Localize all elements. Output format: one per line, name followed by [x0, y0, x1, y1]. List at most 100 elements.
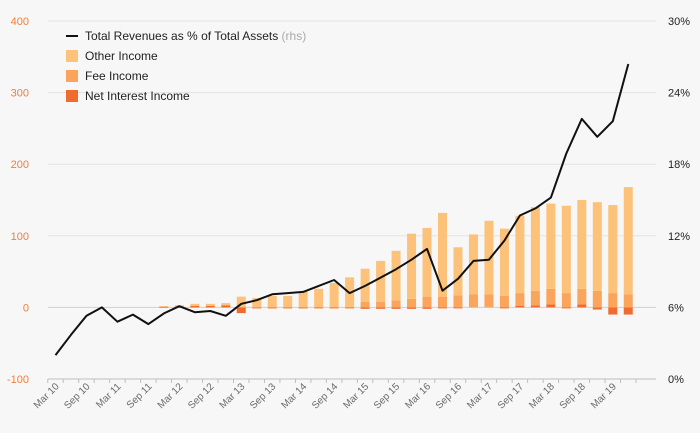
bar [592, 307, 602, 310]
x-tick-label: Sep 14 [310, 381, 340, 411]
bar [314, 288, 324, 308]
bar [407, 307, 417, 309]
bar [438, 296, 447, 308]
bar [546, 288, 556, 305]
x-tick-label: Mar 11 [94, 381, 124, 411]
bar [391, 300, 401, 308]
bar [283, 295, 293, 308]
bar [453, 247, 463, 296]
bar [283, 307, 293, 309]
legend-label: Net Interest Income [85, 89, 190, 103]
bar [561, 307, 571, 309]
x-tick-label: Sep 15 [372, 381, 402, 411]
y-right-tick-label: 12% [668, 231, 690, 243]
bar [190, 305, 200, 308]
bar [407, 233, 417, 299]
bar [546, 203, 556, 289]
x-tick-label: Sep 10 [62, 381, 92, 411]
bar [360, 307, 370, 309]
bar [205, 303, 215, 306]
bar [530, 290, 540, 306]
x-axis: Mar 10 Sep 10 Mar 11 Sep 11 Mar 12 Sep 12 Mar … [32, 378, 656, 412]
bar [453, 307, 463, 309]
bar [623, 307, 633, 315]
bar [159, 306, 169, 308]
bar [422, 227, 432, 297]
bar [422, 296, 432, 308]
revenue-share-line [54, 63, 630, 356]
bar [422, 307, 432, 309]
bar [608, 307, 618, 315]
x-tick-label: Sep 16 [434, 381, 464, 411]
bar [221, 305, 231, 308]
right-axis: 30% 24% 18% 12% 6% 0% [668, 16, 690, 386]
y-left-tick-label: 200 [11, 159, 29, 171]
bar [577, 304, 587, 308]
bar [577, 288, 587, 305]
bar [252, 307, 262, 309]
bar [314, 307, 324, 309]
bar-series [159, 187, 633, 315]
y-left-tick-label: -100 [7, 374, 29, 386]
x-tick-label: Sep 13 [248, 381, 278, 411]
line-series [54, 63, 630, 356]
x-tick-label: Mar 16 [403, 381, 433, 411]
x-tick-label: Mar 17 [465, 381, 495, 411]
y-right-tick-label: 30% [668, 16, 690, 28]
y-right-tick-label: 0% [668, 374, 684, 386]
bar [592, 202, 602, 291]
bar [329, 283, 339, 308]
bar [623, 187, 633, 295]
bar [190, 303, 200, 306]
legend-swatch [66, 70, 78, 82]
x-tick-label: Mar 19 [589, 381, 619, 411]
bar [499, 307, 509, 309]
bar [360, 301, 370, 308]
bar [515, 215, 525, 294]
legend-swatch [66, 50, 78, 62]
bar [499, 295, 509, 308]
legend-note: (rhs) [278, 29, 306, 43]
bar [376, 260, 386, 302]
bar [329, 307, 339, 309]
x-tick-label: Sep 12 [186, 381, 216, 411]
bar [252, 298, 262, 308]
bar [468, 294, 478, 308]
bar [530, 305, 540, 308]
bar [484, 294, 494, 308]
y-left-tick-label: 400 [11, 16, 29, 28]
bar [298, 291, 308, 308]
x-tick-label: Sep 11 [125, 381, 155, 411]
bar [391, 250, 401, 301]
bar [515, 293, 525, 306]
bar [236, 307, 246, 314]
bar [205, 305, 215, 308]
bar [484, 220, 494, 295]
bar [530, 207, 540, 291]
bar [376, 307, 386, 309]
legend: Total Revenues as % of Total Assets (rhs… [66, 29, 306, 103]
legend-label: Other Income [85, 49, 158, 63]
legend-swatch [66, 90, 78, 102]
bar [298, 307, 308, 309]
x-tick-label: Sep 17 [496, 381, 526, 411]
y-right-tick-label: 18% [668, 159, 690, 171]
bar [221, 303, 231, 306]
x-tick-label: Mar 12 [156, 381, 186, 411]
x-tick-label: Mar 14 [280, 381, 310, 411]
bar [438, 212, 447, 297]
bar [453, 295, 463, 308]
x-tick-label: Mar 15 [341, 381, 371, 411]
x-tick-label: Mar 13 [218, 381, 248, 411]
bar [515, 305, 525, 308]
bar [608, 293, 618, 308]
bar [391, 307, 401, 309]
y-left-tick-label: 300 [11, 88, 29, 100]
bar [592, 290, 602, 308]
bar [407, 298, 417, 308]
bar [345, 307, 355, 309]
bar [623, 294, 633, 308]
left-axis: 400 300 200 100 0 -100 [7, 16, 29, 386]
bar [159, 305, 169, 307]
